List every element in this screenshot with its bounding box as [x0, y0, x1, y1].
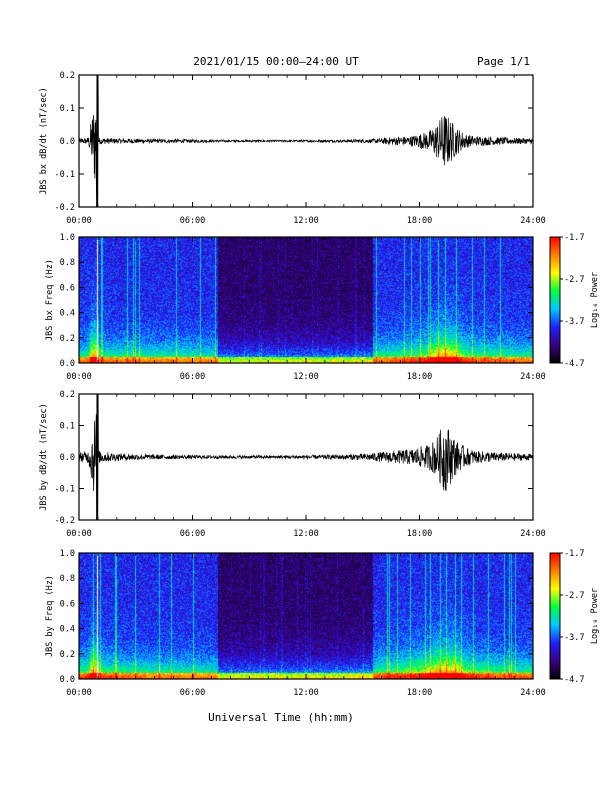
x-tick-label: 12:00 [293, 216, 319, 226]
y-tick-label: 0.4 [60, 309, 75, 319]
x-tick-label: 18:00 [407, 688, 433, 698]
y-tick-label: 0.0 [60, 137, 75, 147]
line-panel-1: 00:00 06:00 12:00 18:00 24:00 -0.2 -0.1 0.0 0.1 0… [39, 71, 546, 226]
x-tick-label: 06:00 [180, 529, 206, 539]
colorbar [549, 552, 561, 680]
x-axis-title: Universal Time (hh:mm) [208, 711, 354, 724]
y-tick-label: 0.2 [60, 71, 75, 81]
colorbar-tick-label: -3.7 [564, 317, 584, 327]
y-axis-label: JBS by dB/dt (nT/sec) [39, 403, 49, 510]
colorbar-tick-label: -1.7 [564, 233, 584, 243]
x-tick-label: 18:00 [407, 216, 433, 226]
y-tick-label: -0.1 [55, 170, 75, 180]
spectrogram-panel-2: 00:00 06:00 12:00 18:00 24:00 0.0 0.2 0.4 0.6 0.8… [45, 233, 600, 382]
figure-title: 2021/01/15 00:00–24:00 UT [193, 55, 359, 68]
colorbar-tick-label: -2.7 [564, 591, 584, 601]
y-tick-label: 0.6 [60, 599, 75, 609]
y-tick-label: -0.2 [55, 516, 75, 526]
x-tick-label: 18:00 [407, 372, 433, 382]
series-line [78, 394, 534, 520]
x-tick-label: 06:00 [180, 372, 206, 382]
x-tick-label: 00:00 [66, 216, 92, 226]
y-tick-label: 0.2 [60, 334, 75, 344]
x-tick-label: 24:00 [520, 688, 546, 698]
y-tick-label: 0.2 [60, 390, 75, 400]
colorbar-tick-label: -2.7 [564, 275, 584, 285]
x-tick-label: 00:00 [66, 529, 92, 539]
x-tick-label: 12:00 [293, 688, 319, 698]
x-tick-label: 00:00 [66, 372, 92, 382]
colorbar-tick-label: -4.7 [564, 675, 584, 685]
colorbar-label: Log₁₀ Power [590, 588, 600, 644]
y-tick-label: 0.8 [60, 574, 75, 584]
colorbar-label: Log₁₀ Power [590, 272, 600, 328]
y-tick-label: 0.0 [60, 453, 75, 463]
spectrogram-canvas [79, 553, 533, 679]
y-axis-label: JBS bx dB/dt (nT/sec) [39, 87, 49, 194]
y-tick-label: 0.6 [60, 283, 75, 293]
x-tick-label: 18:00 [407, 529, 433, 539]
y-axis-label: JBS bx Freq (Hz) [45, 259, 55, 341]
y-tick-label: 0.4 [60, 625, 75, 635]
colorbar-tick-label: -1.7 [564, 549, 584, 559]
x-tick-label: 24:00 [520, 372, 546, 382]
y-tick-label: 0.0 [60, 359, 75, 369]
y-tick-label: 1.0 [60, 549, 75, 559]
x-tick-label: 24:00 [520, 216, 546, 226]
spectrogram-image [79, 553, 533, 679]
colorbar-tick-label: -3.7 [564, 633, 584, 643]
y-tick-label: 1.0 [60, 233, 75, 243]
spectrogram-image [79, 237, 533, 363]
x-tick-label: 00:00 [66, 688, 92, 698]
x-tick-label: 06:00 [180, 216, 206, 226]
spectrogram-canvas [79, 237, 533, 363]
colorbar-tick-label: -4.7 [564, 359, 584, 369]
x-tick-label: 12:00 [293, 529, 319, 539]
panels: 00:00 06:00 12:00 18:00 24:00 -0.2 -0.1 0.0 0.1 0… [39, 71, 600, 698]
y-tick-label: 0.1 [60, 104, 75, 114]
y-tick-label: -0.1 [55, 485, 75, 495]
y-tick-label: 0.8 [60, 258, 75, 268]
y-tick-label: 0.1 [60, 422, 75, 432]
y-axis-label: JBS by Freq (Hz) [45, 575, 55, 657]
y-tick-label: 0.0 [60, 675, 75, 685]
spectrogram-panel-4: 00:00 06:00 12:00 18:00 24:00 0.0 0.2 0.4 0.6 0.8… [45, 549, 600, 698]
page-indicator: Page 1/1 [477, 55, 530, 68]
x-tick-label: 06:00 [180, 688, 206, 698]
x-tick-label: 12:00 [293, 372, 319, 382]
y-tick-label: 0.2 [60, 650, 75, 660]
series-line [78, 75, 534, 207]
line-panel-3: 00:00 06:00 12:00 18:00 24:00 -0.2 -0.1 0.0 0.1 0… [39, 390, 546, 539]
x-tick-label: 24:00 [520, 529, 546, 539]
colorbar [549, 236, 561, 364]
y-tick-label: -0.2 [55, 203, 75, 213]
